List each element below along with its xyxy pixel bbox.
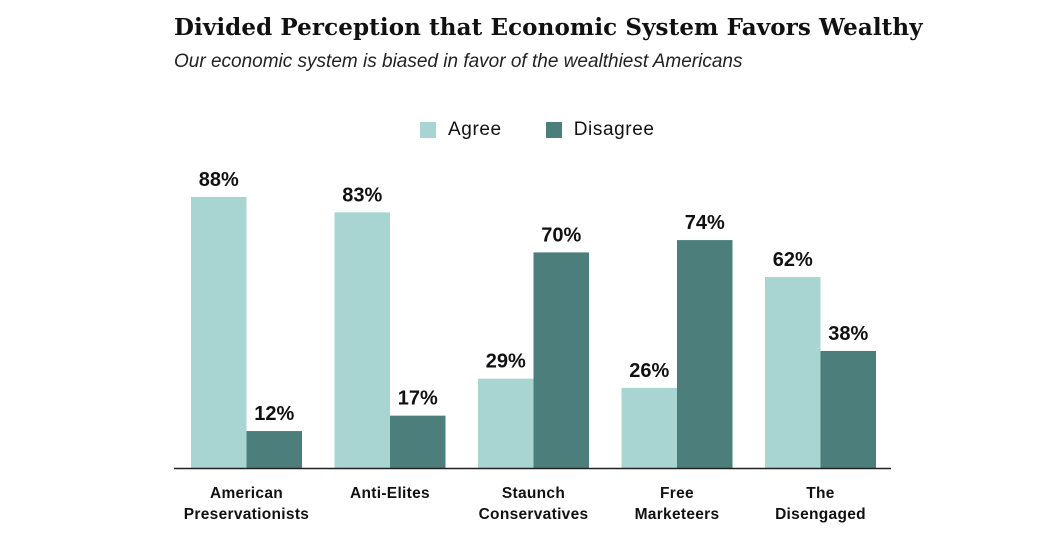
category-label-2: Staunch Conservatives	[479, 485, 589, 523]
category-label-0: American Preservationists	[184, 485, 309, 523]
chart-subtitle: Our economic system is biased in favor o…	[174, 51, 743, 72]
bar-disagree-2	[533, 252, 589, 468]
data-label-disagree-2: 70%	[541, 224, 581, 246]
bar-agree-4	[765, 277, 821, 468]
bar-disagree-3	[677, 240, 733, 468]
category-label-1: Anti-Elites	[350, 485, 430, 502]
data-label-agree-2: 29%	[486, 351, 526, 373]
bar-agree-0	[191, 196, 247, 468]
bar-disagree-0	[246, 431, 302, 468]
bar-disagree-4	[820, 350, 876, 468]
data-label-disagree-4: 38%	[828, 323, 868, 345]
bar-disagree-1	[390, 415, 446, 468]
legend-swatch-agree	[420, 122, 436, 138]
data-label-disagree-3: 74%	[685, 212, 725, 234]
bar-agree-3	[621, 387, 677, 468]
bar-agree-2	[478, 378, 534, 468]
data-label-agree-4: 62%	[773, 249, 813, 271]
data-label-disagree-0: 12%	[254, 403, 294, 425]
legend-label-agree: Agree	[448, 119, 502, 140]
data-label-agree-1: 83%	[342, 184, 382, 206]
legend-swatch-disagree	[545, 122, 562, 138]
data-label-disagree-1: 17%	[398, 388, 438, 410]
data-label-agree-0: 88%	[199, 169, 239, 191]
data-label-agree-3: 26%	[629, 360, 669, 382]
legend-label-disagree: Disagree	[573, 119, 655, 140]
bar-agree-1	[334, 212, 390, 468]
category-label-3: Free Marketeers	[635, 485, 720, 523]
chart-title: Divided Perception that Economic System …	[174, 14, 923, 41]
category-label-4: The Disengaged	[775, 485, 866, 523]
legend-item-disagree: Disagree	[545, 119, 655, 141]
legend-item-agree: Agree	[420, 119, 502, 141]
legend: Agree Disagree	[420, 119, 699, 141]
